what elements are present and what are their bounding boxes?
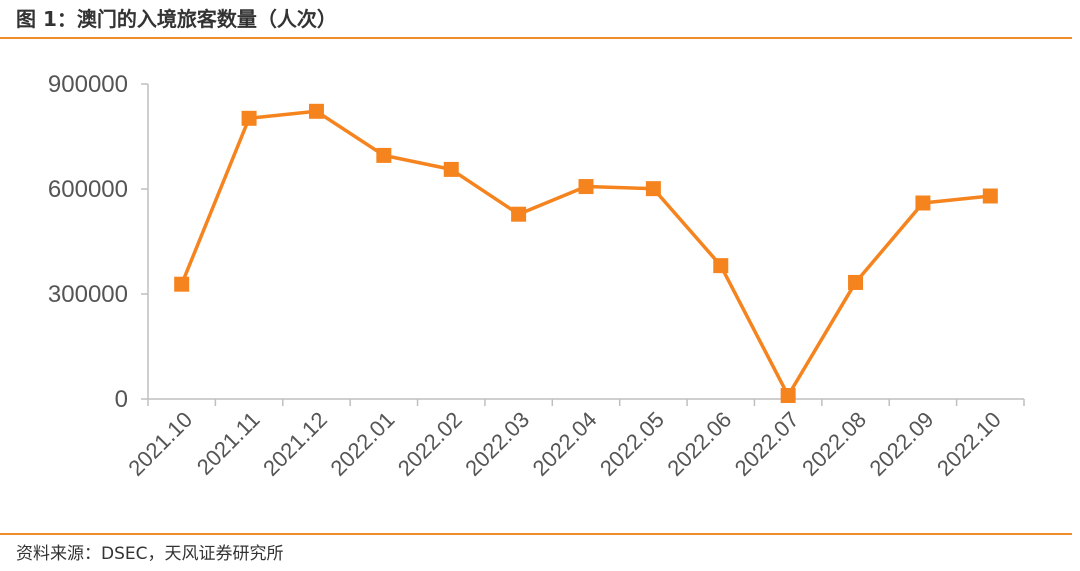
data-point-marker xyxy=(376,147,392,163)
source-note: 资料来源：DSEC，天风证券研究所 xyxy=(16,544,284,564)
y-tick-label: 600000 xyxy=(48,176,128,203)
x-axis: 2021.102021.112021.122022.012022.022022.… xyxy=(123,398,1025,481)
footer-divider xyxy=(0,533,1072,535)
line-chart: 0 300000 600000 900000 2021.102021.112021.1… xyxy=(48,71,1025,481)
x-tick-label: 2022.01 xyxy=(325,407,399,481)
x-tick-label: 2021.10 xyxy=(123,407,197,481)
data-point-marker xyxy=(915,195,931,211)
data-point-marker xyxy=(443,161,459,177)
data-point-marker xyxy=(713,258,729,274)
x-tick-label: 2022.09 xyxy=(865,407,939,481)
series-polyline xyxy=(180,109,991,398)
y-axis: 0 300000 600000 900000 xyxy=(48,71,149,413)
x-tick-label: 2022.02 xyxy=(393,407,467,481)
data-point-marker xyxy=(645,181,661,197)
x-tick-label: 2022.07 xyxy=(730,407,804,481)
data-point-marker xyxy=(174,276,190,292)
y-tick-label: 0 xyxy=(115,386,128,413)
data-point-marker xyxy=(982,188,998,204)
x-tick-label: 2022.06 xyxy=(662,407,736,481)
x-tick-label: 2022.08 xyxy=(797,407,871,481)
title-divider xyxy=(0,37,1072,39)
x-tick-label: 2022.05 xyxy=(595,407,669,481)
data-point-marker xyxy=(780,388,796,403)
y-tick-label: 300000 xyxy=(48,281,128,308)
x-tick-label: 2021.12 xyxy=(258,407,332,481)
data-point-marker xyxy=(308,103,324,119)
x-tick-label: 2022.03 xyxy=(460,407,534,481)
x-tick-label: 2022.10 xyxy=(932,407,1006,481)
chart-title: 图 1：澳门的入境旅客数量（人次） xyxy=(16,7,337,31)
data-point-marker xyxy=(848,274,864,290)
x-tick-label: 2022.04 xyxy=(528,407,602,481)
data-point-marker xyxy=(578,179,594,195)
x-tick-label: 2021.11 xyxy=(192,407,265,480)
y-tick-label: 900000 xyxy=(48,71,128,98)
series-line xyxy=(174,103,998,403)
data-point-marker xyxy=(241,110,257,126)
data-point-marker xyxy=(511,206,527,222)
